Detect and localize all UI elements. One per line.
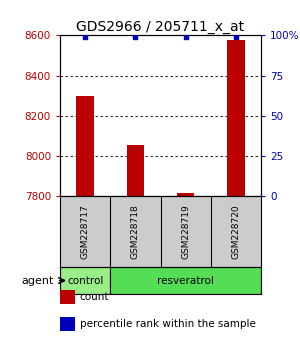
Bar bbox=[227, 40, 245, 196]
Text: GSM228720: GSM228720 bbox=[231, 205, 240, 259]
Text: agent: agent bbox=[22, 275, 54, 286]
Text: percentile rank within the sample: percentile rank within the sample bbox=[80, 319, 255, 329]
Bar bbox=[110, 267, 261, 294]
Title: GDS2966 / 205711_x_at: GDS2966 / 205711_x_at bbox=[76, 21, 244, 34]
Bar bbox=[127, 145, 144, 196]
Text: resveratrol: resveratrol bbox=[157, 275, 214, 286]
Text: count: count bbox=[80, 292, 109, 302]
Bar bbox=[60, 267, 110, 294]
Text: GSM228717: GSM228717 bbox=[81, 205, 90, 259]
Bar bbox=[177, 193, 194, 196]
Text: control: control bbox=[67, 275, 103, 286]
Text: GSM228719: GSM228719 bbox=[181, 205, 190, 259]
Text: GSM228718: GSM228718 bbox=[131, 205, 140, 259]
Bar bbox=[76, 96, 94, 196]
